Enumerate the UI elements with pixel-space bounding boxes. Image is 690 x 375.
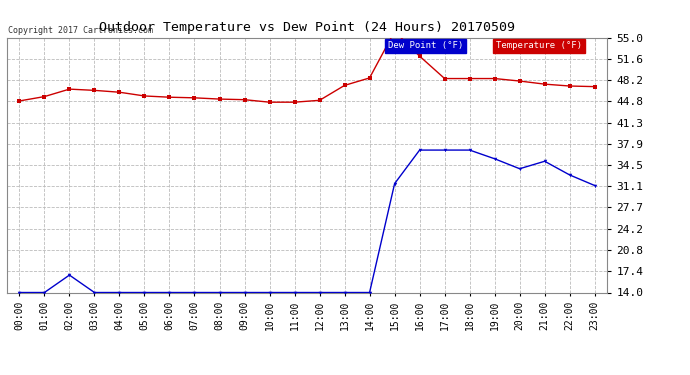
Text: Dew Point (°F): Dew Point (°F) — [388, 41, 464, 50]
Text: Temperature (°F): Temperature (°F) — [496, 41, 582, 50]
Title: Outdoor Temperature vs Dew Point (24 Hours) 20170509: Outdoor Temperature vs Dew Point (24 Hou… — [99, 21, 515, 33]
Text: Copyright 2017 Cartronics.com: Copyright 2017 Cartronics.com — [8, 26, 152, 35]
